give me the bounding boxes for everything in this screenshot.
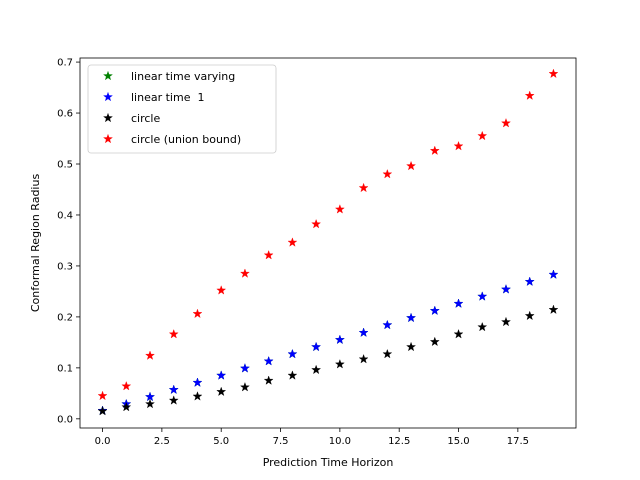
legend-marker: [103, 133, 113, 144]
data-point: [548, 304, 559, 314]
data-point: [311, 218, 322, 229]
legend: linear time varying linear time 1 circle ci…: [87, 64, 277, 154]
legend-marker: [103, 112, 113, 123]
data-point: [192, 308, 203, 319]
data-point: [382, 319, 393, 330]
y-axis-label: Conformal Region Radius: [29, 174, 42, 313]
data-point: [192, 377, 203, 387]
x-tick-label: 15.0: [447, 436, 469, 447]
y-tick-label: 0.6: [57, 109, 73, 120]
legend-marker: [103, 91, 113, 102]
data-point: [524, 276, 535, 286]
data-point: [216, 386, 227, 397]
y-axis-ticks: 0.0 0.1 0.2 0.3 0.4 0.5 0.6 0.7: [57, 58, 80, 425]
data-point: [477, 321, 488, 332]
legend-label: circle: [131, 112, 160, 125]
legend-marker: [103, 70, 113, 81]
data-point: [192, 391, 203, 401]
data-point: [287, 348, 298, 359]
y-tick-label: 0.7: [57, 58, 73, 69]
data-point: [239, 268, 250, 278]
data-point: [145, 398, 155, 409]
data-point: [429, 145, 440, 155]
data-point: [334, 359, 345, 369]
data-point: [453, 140, 464, 151]
data-point: [263, 356, 274, 366]
data-point: [121, 381, 132, 391]
data-point: [382, 168, 393, 179]
y-tick-label: 0.1: [57, 363, 73, 374]
x-tick-label: 7.5: [273, 436, 289, 447]
data-point: [97, 390, 108, 401]
data-point: [358, 353, 369, 364]
data-point: [382, 348, 393, 359]
data-point: [406, 312, 417, 323]
data-point: [358, 327, 369, 337]
data-point: [334, 334, 345, 345]
legend-label: linear time 1: [131, 91, 204, 104]
data-point: [524, 90, 535, 100]
data-point: [263, 375, 274, 385]
data-point: [524, 310, 535, 321]
data-point: [145, 350, 155, 360]
x-axis-ticks: 0.0 2.5 5.0 7.5 10.0 12.5 15.0 17.5: [95, 428, 529, 447]
data-point: [263, 250, 274, 260]
data-point: [501, 118, 511, 128]
data-point: [358, 182, 369, 193]
x-tick-label: 12.5: [388, 436, 410, 447]
data-point: [168, 384, 179, 394]
y-tick-label: 0.4: [57, 210, 73, 221]
data-point: [501, 316, 511, 327]
x-tick-label: 10.0: [329, 436, 351, 447]
data-point: [287, 237, 298, 247]
legend-label: circle (union bound): [131, 133, 241, 146]
data-point: [216, 370, 227, 380]
data-point: [287, 370, 298, 380]
data-points: [97, 68, 559, 416]
data-point: [548, 68, 559, 79]
data-point: [453, 329, 464, 339]
data-point: [311, 364, 322, 375]
data-point: [548, 269, 559, 279]
y-tick-label: 0.5: [57, 160, 73, 171]
data-point: [239, 363, 250, 373]
x-tick-label: 2.5: [154, 436, 170, 447]
data-point: [429, 336, 440, 347]
data-point: [429, 305, 440, 315]
data-point: [97, 405, 108, 416]
y-tick-label: 0.2: [57, 312, 73, 323]
data-point: [453, 298, 464, 308]
data-point: [239, 382, 250, 392]
data-point: [216, 285, 227, 295]
legend-box: [87, 64, 277, 154]
data-point: [501, 284, 511, 294]
data-point: [334, 204, 345, 214]
legend-label: linear time varying: [131, 70, 235, 83]
plot-frame: [79, 57, 577, 429]
data-point: [406, 160, 417, 171]
y-tick-label: 0.0: [57, 414, 73, 425]
data-point: [121, 401, 132, 412]
x-tick-label: 5.0: [213, 436, 229, 447]
x-tick-label: 17.5: [507, 436, 529, 447]
data-point: [311, 341, 322, 352]
y-tick-label: 0.3: [57, 261, 73, 272]
data-point: [477, 130, 488, 141]
data-point: [477, 291, 488, 301]
data-point: [145, 391, 155, 402]
data-point: [406, 341, 417, 352]
data-point: [168, 395, 179, 405]
x-tick-label: 0.0: [95, 436, 111, 447]
data-point: [168, 329, 179, 339]
x-axis-label: Prediction Time Horizon: [263, 456, 394, 469]
